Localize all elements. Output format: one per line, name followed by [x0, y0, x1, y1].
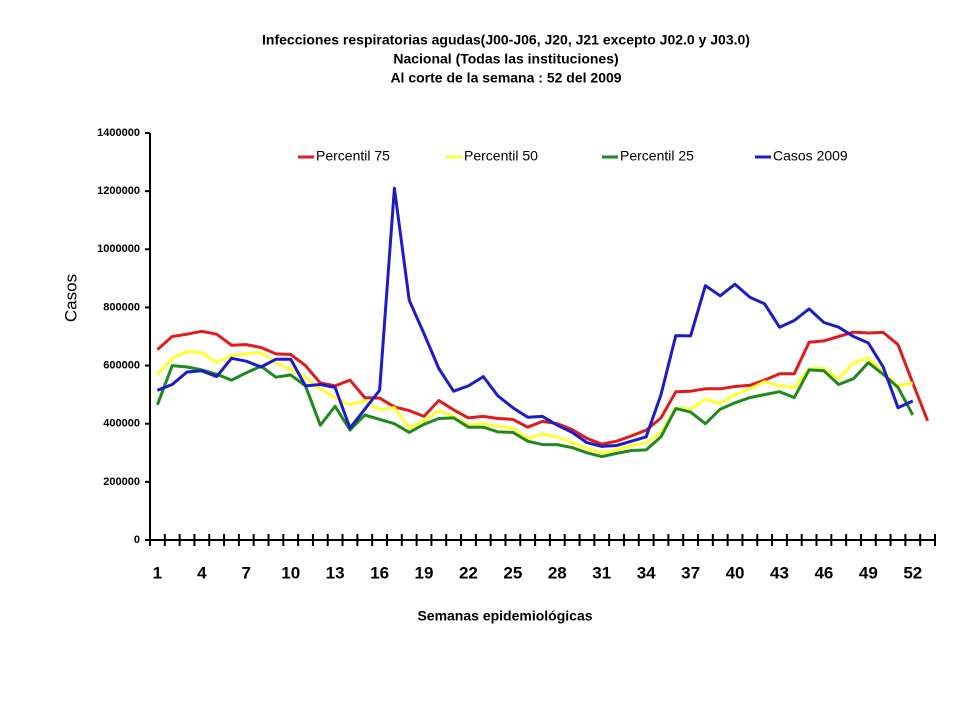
- chart-subtitle: Nacional (Todas las instituciones): [393, 51, 618, 67]
- x-tick-label: 19: [415, 563, 434, 582]
- x-tick-label: 4: [197, 563, 207, 582]
- y-axis-label: Casos: [61, 274, 80, 322]
- x-tick-label: 34: [637, 563, 656, 582]
- chart-title: Infecciones respiratorias agudas(J00-J06…: [262, 32, 750, 48]
- series-line: [155, 361, 915, 459]
- series-line: [156, 186, 914, 448]
- y-tick-label: 1000000: [97, 243, 140, 255]
- x-tick-label: 31: [592, 563, 611, 582]
- legend-label: Percentil 75: [316, 148, 390, 164]
- x-tick-label: 25: [503, 563, 522, 582]
- x-tick-label: 49: [859, 563, 878, 582]
- x-tick-label: 22: [459, 563, 478, 582]
- x-tick-label: 16: [370, 563, 389, 582]
- y-tick-label: 200000: [103, 476, 140, 488]
- legend-label: Percentil 25: [620, 148, 694, 164]
- y-tick-label: 800000: [103, 301, 140, 313]
- series-line: [156, 350, 914, 455]
- x-tick-label: 13: [326, 563, 345, 582]
- y-tick-label: 1400000: [97, 127, 140, 139]
- series-line: [156, 329, 929, 446]
- x-tick-label: 1: [153, 563, 162, 582]
- x-tick-label: 43: [770, 563, 789, 582]
- x-axis-label: Semanas epidemiológicas: [417, 608, 592, 624]
- x-tick-label: 40: [726, 563, 745, 582]
- legend-label: Percentil 50: [464, 148, 538, 164]
- y-tick-label: 600000: [103, 359, 140, 371]
- chart-subtitle: Al corte de la semana : 52 del 2009: [390, 70, 621, 86]
- x-tick-label: 37: [681, 563, 700, 582]
- x-tick-label: 52: [903, 563, 922, 582]
- x-tick-label: 10: [281, 563, 300, 582]
- y-tick-label: 0: [134, 534, 140, 546]
- x-tick-label: 46: [814, 563, 833, 582]
- x-tick-label: 7: [242, 563, 251, 582]
- x-tick-label: 28: [548, 563, 567, 582]
- y-tick-label: 400000: [103, 418, 140, 430]
- y-tick-label: 1200000: [97, 185, 140, 197]
- legend-label: Casos 2009: [773, 148, 848, 164]
